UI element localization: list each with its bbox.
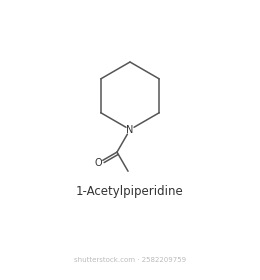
Text: N: N [126,125,134,135]
Text: 1-Acetylpiperidine: 1-Acetylpiperidine [76,186,184,199]
Text: shutterstock.com · 2582209759: shutterstock.com · 2582209759 [74,256,186,263]
Text: O: O [94,158,102,168]
